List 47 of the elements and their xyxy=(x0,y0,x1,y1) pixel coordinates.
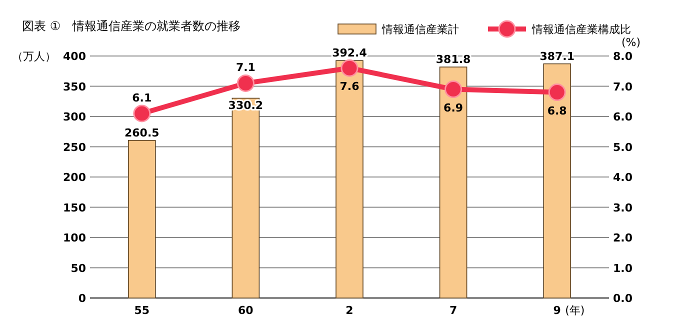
point xyxy=(133,104,151,122)
y-tick-label: 350 xyxy=(63,80,86,94)
x-tick-label: 60 xyxy=(238,304,254,317)
bar xyxy=(336,60,364,298)
legend-label: 情報通信産業構成比 xyxy=(531,23,631,36)
data-label: 6.8 xyxy=(547,104,567,118)
point xyxy=(236,74,254,92)
y2-tick-label: 8.0 xyxy=(613,50,633,63)
y-tick-label: 300 xyxy=(63,110,86,124)
y-tick-label: 50 xyxy=(70,262,86,275)
x-axis-title: (年) xyxy=(565,304,585,317)
y-tick-label: 0 xyxy=(78,292,86,305)
y-tick-label: 150 xyxy=(63,201,86,214)
y2-tick-label: 2.0 xyxy=(613,232,633,244)
point xyxy=(548,84,566,102)
x-tick-label: 2 xyxy=(346,304,354,317)
y2-tick-label: 4.0 xyxy=(613,171,633,184)
y2-tick-label: 5.0 xyxy=(613,140,633,154)
y-tick-label: 200 xyxy=(63,171,86,184)
y2-tick-label: 7.0 xyxy=(613,80,633,94)
bar xyxy=(439,66,468,298)
bar xyxy=(128,140,156,298)
y-tick-label: 100 xyxy=(63,232,86,244)
y2-tick-label: 6.0 xyxy=(613,110,633,124)
y-tick-label: 400 xyxy=(63,50,86,63)
y2-axis-title: (%) xyxy=(621,36,641,49)
y-tick-label: 250 xyxy=(63,140,86,154)
data-label: 7.1 xyxy=(236,61,256,74)
data-label: 387.1 xyxy=(540,50,574,63)
x-tick-label: 7 xyxy=(449,304,458,317)
data-label: 6.1 xyxy=(132,91,152,104)
chart-title: 図表 ① 情報通信産業の就業者数の推移 xyxy=(22,19,241,33)
y2-tick-label: 0.0 xyxy=(613,292,633,305)
bar xyxy=(543,63,571,298)
point xyxy=(340,59,358,77)
data-label: 381.8 xyxy=(436,53,471,66)
data-label: 260.5 xyxy=(124,126,160,140)
x-tick-label: 55 xyxy=(134,304,150,317)
data-label: 392.4 xyxy=(332,46,368,60)
data-label: 6.9 xyxy=(444,101,464,114)
point xyxy=(444,80,462,98)
legend-label: 情報通信産業計 xyxy=(381,23,459,36)
y2-tick-label: 1.0 xyxy=(613,262,633,275)
y2-tick-label: 3.0 xyxy=(613,201,633,214)
x-tick-label: 9 xyxy=(553,304,561,317)
y-axis-title: （万人） xyxy=(12,50,56,63)
data-label: 7.6 xyxy=(340,80,360,94)
